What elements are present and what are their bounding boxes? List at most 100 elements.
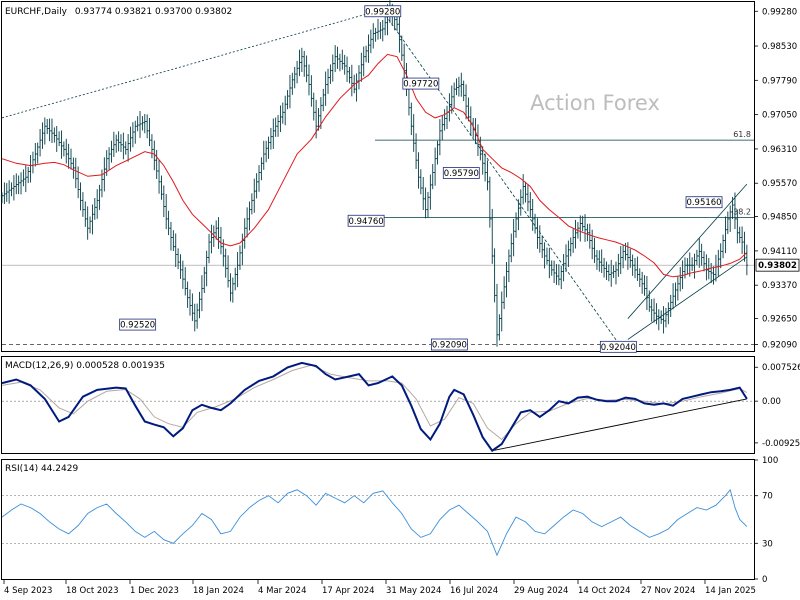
price-bar [688,252,691,277]
date-axis-label: 14 Oct 2024 [578,586,631,596]
price-bar [740,226,744,254]
price-bar [460,72,463,97]
price-bar [348,66,351,84]
price-bar [538,225,542,253]
price-bar [269,127,273,150]
price-bar [562,253,565,282]
price-bar [214,220,218,240]
price-bar [400,35,403,61]
price-bar [200,275,204,312]
price-bar [709,262,713,284]
price-bar [372,23,375,49]
price-bar [100,169,104,198]
price-bar [205,250,208,287]
price-bar [419,169,423,195]
price-bar [333,45,337,73]
price-bar [283,95,287,126]
price-bar [279,105,282,133]
price-bar [381,19,384,42]
price-bar [679,267,682,292]
price-bar [724,216,727,254]
price-bar [19,172,23,195]
price-bar [95,189,99,219]
price-bar [543,242,546,269]
price-bar [564,244,568,273]
price-bar [700,243,703,266]
price-bar [731,196,734,220]
date-axis-label: 1 Dec 2023 [130,586,179,596]
price-bar [253,178,256,213]
price-bar [195,303,199,329]
price-bar [650,298,653,322]
symbol-label: EURCHF,Daily [5,7,68,17]
price-annotation-box [599,340,637,353]
price-bar [262,140,265,170]
price-bar [600,249,603,274]
price-bar [248,201,251,231]
macd-axis-label: 0.007526 [762,363,800,373]
macd-layer [1,361,754,453]
price-bar [410,102,413,136]
price-bar [274,117,277,137]
price-annotation-box [364,5,402,18]
rsi-axis-label: 0 [762,575,767,585]
price-bar [243,218,246,249]
price-bar [138,110,142,138]
price-bar [255,173,258,199]
macd-axis-label: -0.009252 [762,439,800,449]
price-bar [481,146,484,175]
price-bar [338,53,342,72]
price-bar [555,264,558,285]
price-bar [693,253,696,279]
price-bar [671,283,675,310]
price-bar [293,67,296,89]
price-bar [79,182,82,211]
price-axis-label: 0.98530 [762,42,797,52]
price-bar [60,130,63,159]
price-annotation: 0.97720 [402,77,440,90]
price-bar [369,29,373,54]
price-bar [165,193,168,230]
date-axis-label: 4 Sep 2023 [4,586,52,596]
price-annotation-label: 0.95790 [444,169,479,179]
price-bar [291,72,294,95]
price-annotation-label: 0.97720 [403,80,438,90]
price-bar [705,254,708,281]
price-annotation-label: 0.94760 [349,217,384,227]
price-annotation: 0.92090 [430,338,468,351]
price-bar [98,184,101,210]
price-bar [122,132,125,160]
price-bar [417,152,420,189]
macd-trend-line [492,398,747,452]
price-bar [22,169,25,187]
price-bar [574,219,577,249]
price-bar [552,260,556,284]
date-axis-label: 27 Nov 2024 [641,586,695,596]
price-bar [502,276,506,310]
price-annotation: 0.92040 [599,340,637,353]
price-bar [341,49,344,70]
price-axis-label: 0.97050 [762,111,797,121]
price-bar [612,265,615,278]
current-price-label: 0.93802 [758,261,797,271]
price-bar [207,234,211,264]
price-bar [621,244,625,269]
date-axis-label: 31 May 2024 [386,586,441,596]
price-annotation-label: 0.92040 [601,343,636,353]
price-bar [155,149,158,179]
price-bar [81,192,85,217]
macd-line [1,361,748,453]
price-bar [498,314,501,341]
price-annotation-box [119,318,157,331]
ohlc-values: 0.93774 0.93821 0.93700 0.93802 [75,7,232,17]
price-bar [288,74,292,109]
price-bar [629,248,632,268]
price-axis-label: 0.93370 [762,281,797,291]
price-bar [322,88,325,112]
rsi-label: RSI(14) 44.2429 [5,464,78,474]
price-bar [91,204,94,235]
price-bar [74,157,77,189]
price-bar [46,119,49,135]
price-bar [426,192,430,218]
